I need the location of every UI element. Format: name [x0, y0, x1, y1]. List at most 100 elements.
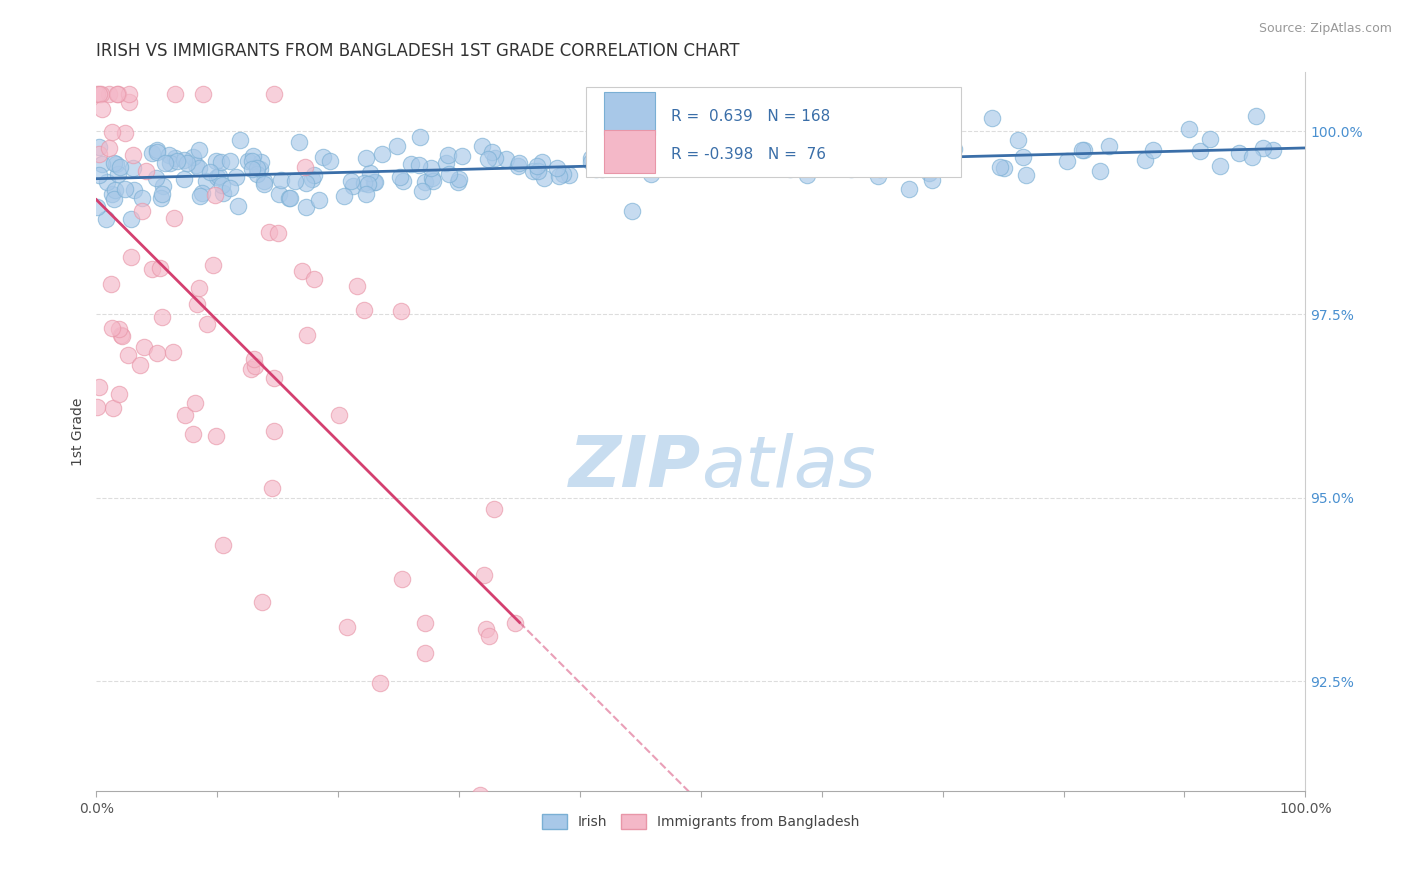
Point: [111, 329, 134, 343]
Point: [132, 340, 155, 354]
Point: [1227, 146, 1250, 161]
Point: [481, 145, 503, 159]
Point: [413, 176, 436, 190]
Point: [110, 328, 132, 343]
Point: [869, 138, 891, 153]
Point: [173, 153, 195, 168]
Point: [263, 87, 285, 102]
Point: [495, 152, 517, 166]
Point: [1073, 143, 1095, 157]
Point: [146, 346, 169, 360]
Point: [101, 321, 124, 335]
Point: [86, 87, 108, 102]
Point: [211, 178, 233, 192]
Point: [640, 167, 662, 181]
Point: [1088, 164, 1111, 178]
Point: [146, 145, 169, 159]
Point: [356, 151, 378, 165]
Point: [87, 87, 110, 102]
Point: [242, 149, 264, 163]
Point: [228, 133, 250, 147]
Point: [294, 160, 316, 174]
Point: [436, 148, 458, 162]
Point: [839, 161, 862, 176]
Point: [188, 281, 211, 295]
Point: [1135, 153, 1157, 167]
Point: [392, 174, 415, 188]
Point: [312, 150, 335, 164]
Point: [1251, 141, 1274, 155]
Point: [191, 186, 214, 200]
Point: [1177, 122, 1199, 136]
Point: [240, 161, 263, 176]
Point: [905, 135, 928, 149]
Point: [211, 538, 233, 552]
Point: [503, 615, 526, 630]
Point: [131, 203, 153, 218]
Point: [159, 156, 181, 170]
Legend: Irish, Immigrants from Bangladesh: Irish, Immigrants from Bangladesh: [536, 809, 866, 835]
Point: [103, 192, 125, 206]
Point: [364, 175, 387, 189]
Point: [1007, 132, 1029, 146]
Point: [434, 155, 457, 169]
Point: [697, 148, 720, 162]
Point: [209, 155, 232, 169]
Point: [506, 159, 529, 173]
Point: [162, 344, 184, 359]
Point: [86, 401, 108, 415]
Point: [94, 212, 117, 227]
Point: [411, 184, 433, 198]
Point: [101, 125, 124, 139]
Point: [110, 161, 132, 175]
Point: [713, 146, 735, 161]
Point: [319, 154, 342, 169]
Point: [389, 303, 412, 318]
FancyBboxPatch shape: [605, 93, 655, 135]
Point: [1098, 138, 1121, 153]
Point: [359, 166, 381, 180]
Point: [87, 169, 110, 183]
Point: [422, 174, 444, 188]
Point: [176, 156, 198, 170]
Point: [188, 188, 211, 202]
Point: [202, 259, 225, 273]
Point: [301, 172, 323, 186]
Point: [128, 358, 150, 372]
Point: [288, 135, 311, 149]
Point: [117, 348, 139, 362]
Point: [157, 148, 180, 162]
Point: [174, 408, 197, 422]
Point: [239, 362, 262, 376]
Point: [165, 87, 187, 102]
Point: [187, 143, 209, 157]
Point: [917, 166, 939, 180]
Point: [204, 187, 226, 202]
Point: [295, 328, 318, 343]
Point: [150, 190, 173, 204]
Point: [118, 95, 141, 109]
Point: [353, 176, 375, 190]
Point: [1198, 132, 1220, 146]
Point: [295, 176, 318, 190]
Point: [194, 174, 217, 188]
Point: [340, 173, 363, 187]
Point: [100, 277, 122, 292]
Point: [86, 200, 108, 214]
Point: [250, 154, 273, 169]
Point: [943, 142, 966, 156]
Point: [114, 126, 136, 140]
Point: [869, 162, 891, 177]
Point: [87, 140, 110, 154]
Point: [868, 169, 890, 183]
Point: [267, 186, 290, 201]
Point: [253, 174, 276, 188]
Point: [413, 615, 436, 630]
Point: [531, 155, 554, 169]
Point: [212, 186, 235, 200]
Point: [682, 161, 704, 175]
Text: R =  0.639   N = 168: R = 0.639 N = 168: [671, 110, 830, 124]
Point: [246, 168, 269, 182]
Point: [921, 172, 943, 186]
Point: [585, 162, 607, 177]
